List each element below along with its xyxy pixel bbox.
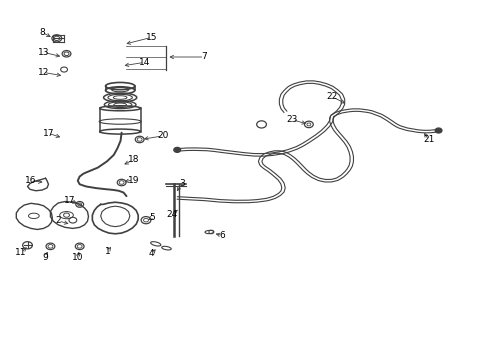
Text: 12: 12 bbox=[38, 68, 49, 77]
Text: 14: 14 bbox=[139, 58, 150, 67]
Circle shape bbox=[434, 128, 441, 133]
Text: 16: 16 bbox=[25, 176, 37, 185]
Text: 6: 6 bbox=[219, 231, 225, 240]
Text: 5: 5 bbox=[149, 213, 154, 222]
Text: 18: 18 bbox=[127, 156, 139, 165]
Text: 10: 10 bbox=[72, 253, 83, 262]
Text: 17: 17 bbox=[64, 196, 76, 205]
Circle shape bbox=[173, 147, 180, 152]
Text: 17: 17 bbox=[42, 129, 54, 138]
Text: 8: 8 bbox=[39, 28, 45, 37]
Text: 21: 21 bbox=[422, 135, 434, 144]
Text: 23: 23 bbox=[286, 115, 297, 124]
Text: 24: 24 bbox=[166, 210, 178, 219]
Text: 11: 11 bbox=[16, 248, 27, 257]
Text: 22: 22 bbox=[326, 92, 337, 101]
Text: 15: 15 bbox=[146, 33, 157, 42]
Text: 20: 20 bbox=[157, 131, 168, 140]
Text: 4: 4 bbox=[149, 249, 154, 258]
Text: 2: 2 bbox=[55, 216, 61, 225]
Text: 1: 1 bbox=[105, 247, 111, 256]
Text: 19: 19 bbox=[127, 176, 139, 185]
Text: 7: 7 bbox=[201, 53, 207, 62]
Text: 13: 13 bbox=[38, 48, 49, 57]
Text: 3: 3 bbox=[179, 179, 184, 188]
Text: 9: 9 bbox=[42, 253, 48, 262]
